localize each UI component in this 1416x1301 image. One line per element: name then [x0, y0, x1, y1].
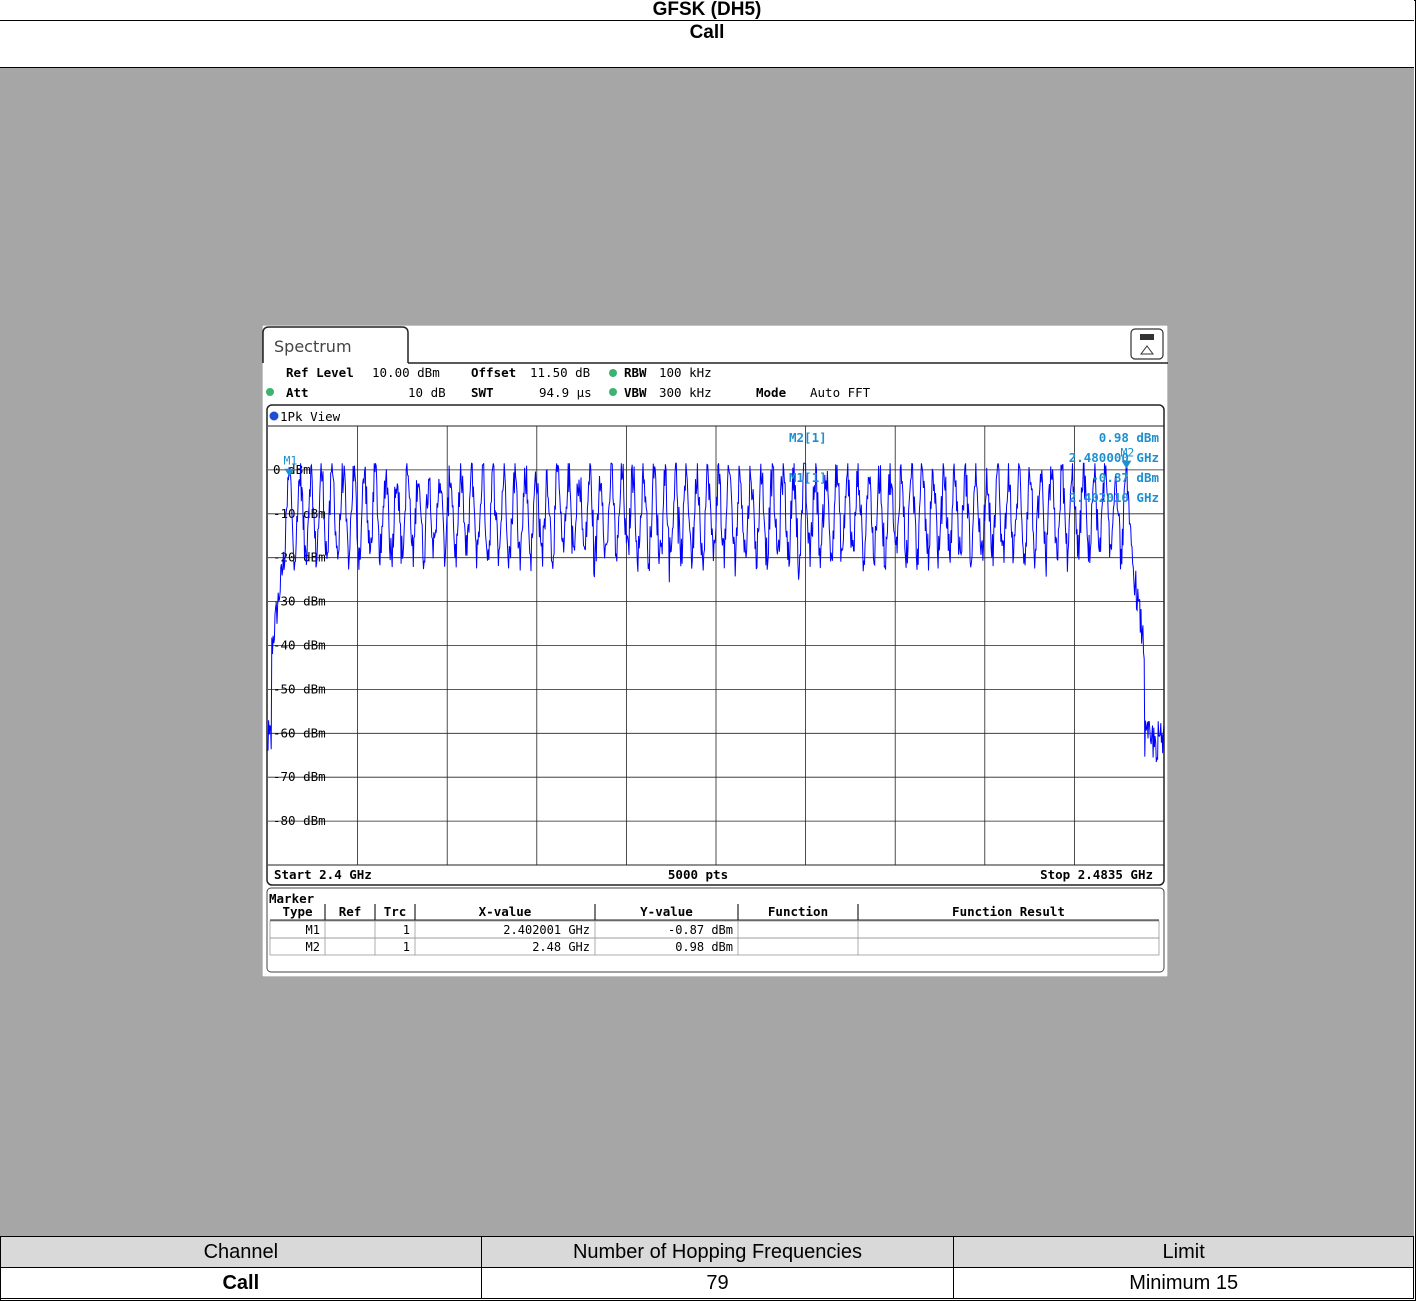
marker-cell: 2.402001 GHz: [503, 923, 590, 937]
marker-m1-label: M1: [283, 454, 297, 468]
marker-m2-label: M2: [1120, 446, 1134, 460]
y-tick-label: -60 dBm: [273, 725, 326, 740]
trace-indicator-dot: [269, 411, 279, 421]
ref-level-label: Ref Level: [286, 365, 354, 380]
rbw-status-dot: [609, 369, 617, 377]
m1-readout-freq: 2.402010 GHz: [1069, 490, 1159, 505]
marker-col-header: Function Result: [952, 904, 1065, 919]
att-label: Att: [286, 385, 309, 400]
marker-col-header: Trc: [384, 904, 407, 919]
spectrum-tab-label: Spectrum: [274, 337, 352, 356]
result-table-header-row: Channel Number of Hopping Frequencies Li…: [0, 1236, 1414, 1268]
y-tick-label: -10 dBm: [273, 506, 326, 521]
display-config-icon[interactable]: [1130, 328, 1164, 360]
spectrum-tab[interactable]: [262, 326, 409, 363]
marker-m1-triangle[interactable]: [284, 468, 295, 477]
vbw-value: 300 kHz: [659, 385, 712, 400]
spectrum-trace: [267, 462, 1165, 763]
marker-cell: 1: [403, 940, 410, 954]
marker-table-row[interactable]: [269, 937, 1160, 956]
m2-readout-freq: 2.480000 GHz: [1069, 450, 1159, 465]
m1-readout-level: -0.87 dBm: [1091, 470, 1159, 485]
swt-label: SWT: [471, 385, 494, 400]
marker-col-header: Type: [282, 904, 313, 919]
y-tick-label: -80 dBm: [273, 813, 326, 828]
ref-level-value: 10.00 dBm: [372, 365, 440, 380]
header-hopping-frequencies: Number of Hopping Frequencies: [480, 1236, 955, 1268]
marker-col-header: Ref: [339, 904, 362, 919]
start-frequency: Start 2.4 GHz: [274, 867, 372, 882]
y-tick-label: -70 dBm: [273, 769, 326, 784]
y-tick-label: -50 dBm: [273, 681, 326, 696]
m2-readout-level: 0.98 dBm: [1099, 430, 1160, 445]
offset-label: Offset: [471, 365, 516, 380]
mode-label: Mode: [756, 385, 787, 400]
graph-frame: [266, 404, 1165, 886]
vbw-label: VBW: [624, 385, 647, 400]
trace-label: 1Pk View: [280, 409, 341, 424]
marker-cell: 1: [403, 923, 410, 937]
marker-table-panel: [266, 887, 1165, 973]
marker-cell: M2: [306, 940, 320, 954]
result-table-row: Call 79 Minimum 15: [0, 1267, 1414, 1299]
header-channel: Channel: [0, 1236, 482, 1268]
swt-value: 94.9 µs: [539, 385, 592, 400]
marker-col-header: Y-value: [640, 904, 693, 919]
att-status-dot: [266, 388, 274, 396]
marker-m2-triangle[interactable]: [1121, 460, 1132, 469]
mode-value: Auto FFT: [810, 385, 871, 400]
att-value: 10 dB: [408, 385, 446, 400]
y-tick-label: -30 dBm: [273, 594, 326, 609]
marker-col-header: X-value: [479, 904, 532, 919]
sweep-points: 5000 pts: [668, 867, 728, 882]
cell-hopping-count: 79: [480, 1267, 955, 1299]
cell-limit: Minimum 15: [953, 1267, 1414, 1299]
report-subtitle: Call: [0, 21, 1414, 68]
marker-cell: 2.48 GHz: [532, 940, 590, 954]
result-table: Channel Number of Hopping Frequencies Li…: [0, 1236, 1414, 1299]
marker-col-header: Function: [768, 904, 828, 919]
m1-readout-name: M1[1]: [789, 470, 827, 485]
rbw-value: 100 kHz: [659, 365, 712, 380]
cell-channel: Call: [0, 1267, 482, 1299]
rbw-label: RBW: [624, 365, 647, 380]
marker-cell: M1: [306, 923, 320, 937]
report-title: GFSK (DH5): [0, 0, 1414, 21]
marker-cell: -0.87 dBm: [668, 923, 733, 937]
spectrum-analyzer-screenshot: Spectrum Ref Level 10.00 dBm Offset 11.5…: [262, 325, 1168, 977]
m2-readout-name: M2[1]: [789, 430, 827, 445]
header-limit: Limit: [953, 1236, 1414, 1268]
marker-cell: 0.98 dBm: [675, 940, 733, 954]
y-tick-label: -40 dBm: [273, 638, 326, 653]
y-tick-label: -20 dBm: [273, 550, 326, 565]
stop-frequency: Stop 2.4835 GHz: [1040, 867, 1153, 882]
offset-value: 11.50 dB: [530, 365, 590, 380]
vbw-status-dot: [609, 388, 617, 396]
marker-table-title: Marker: [269, 891, 315, 906]
